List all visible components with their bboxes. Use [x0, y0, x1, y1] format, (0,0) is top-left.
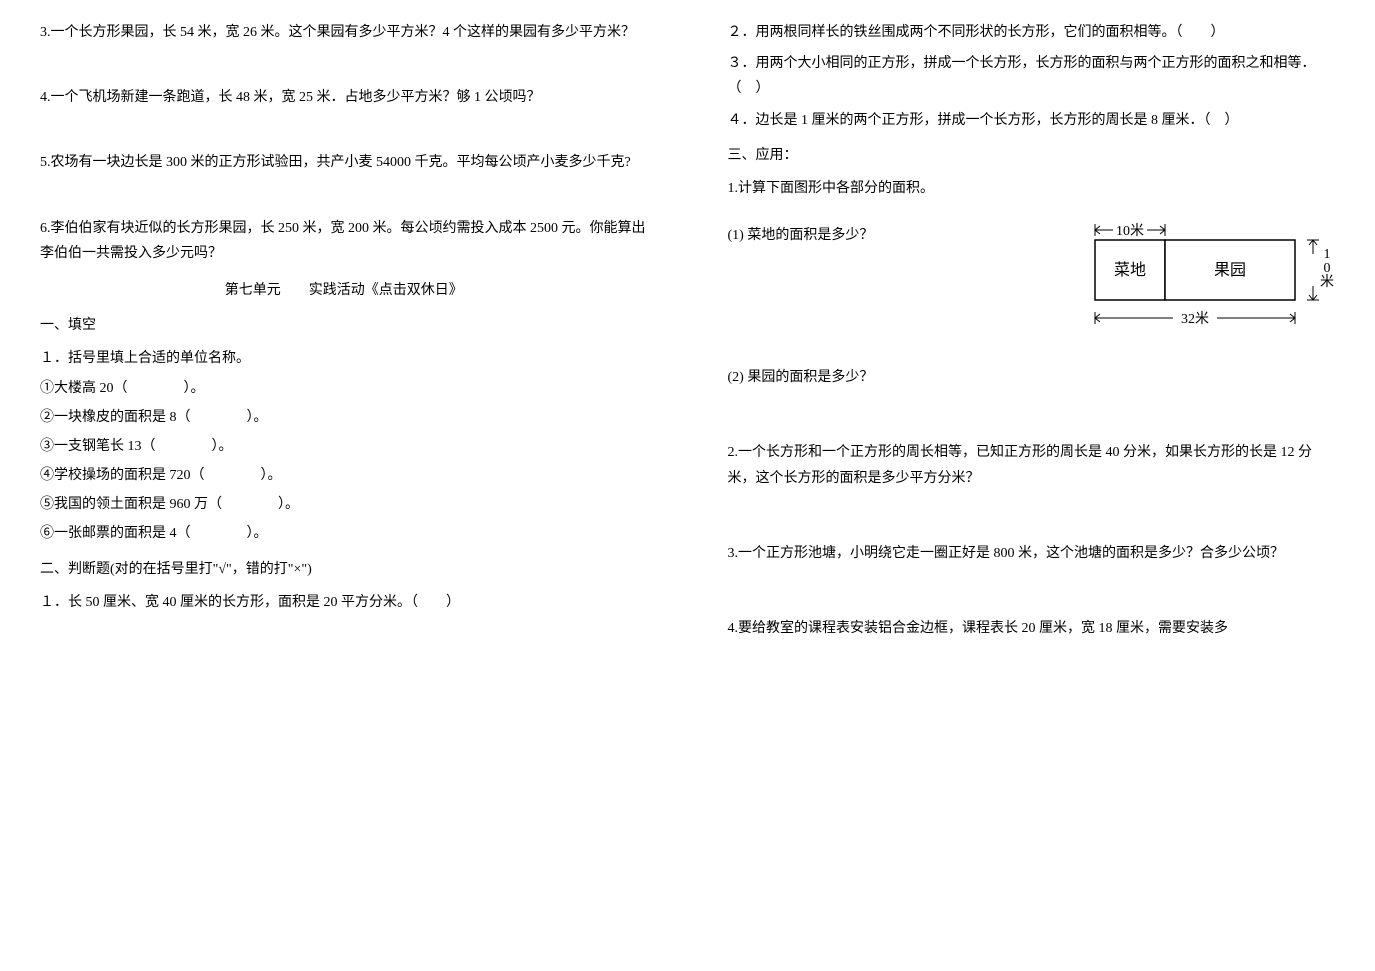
svg-text:10米: 10米: [1116, 223, 1144, 239]
fill-item-4: ④学校操场的面积是 720（ ）。: [40, 463, 648, 488]
app-2: 2.一个长方形和一个正方形的周长相等，已知正方形的周长是 40 分米，如果长方形…: [728, 440, 1336, 490]
problem-4: 4.一个飞机场新建一条跑道，长 48 米，宽 25 米．占地多少平方米？够 1 …: [40, 85, 648, 110]
svg-text:1: 1: [1324, 247, 1331, 262]
app-4: 4.要给教室的课程表安装铝合金边框，课程表长 20 厘米，宽 18 厘米，需要安…: [728, 616, 1336, 641]
judge-heading: 二、判断题(对的在括号里打"√"，错的打"×"): [40, 557, 648, 582]
diagram-row: (1) 菜地的面积是多少？ 10米菜地果园10米32米: [728, 205, 1336, 345]
fill-item-2: ②一块橡皮的面积是 8（ ）。: [40, 405, 648, 430]
judge-1: １．长 50 厘米、宽 40 厘米的长方形，面积是 20 平方分米。（ ）: [40, 590, 648, 615]
fill-heading: 一、填空: [40, 313, 648, 338]
judge-3: ３．用两个大小相同的正方形，拼成一个长方形，长方形的面积与两个正方形的面积之和相…: [728, 51, 1336, 101]
right-column: ２．用两根同样长的铁丝围成两个不同形状的长方形，它们的面积相等。（ ） ３．用两…: [688, 20, 1375, 951]
left-column: 3.一个长方形果园，长 54 米，宽 26 米。这个果园有多少平方米？4 个这样…: [0, 20, 688, 951]
app-1-prompt: 1.计算下面图形中各部分的面积。: [728, 176, 1336, 201]
svg-text:32米: 32米: [1181, 311, 1209, 327]
problem-3: 3.一个长方形果园，长 54 米，宽 26 米。这个果园有多少平方米？4 个这样…: [40, 20, 648, 45]
fill-item-5: ⑤我国的领土面积是 960 万（ ）。: [40, 492, 648, 517]
app-heading: 三、应用：: [728, 143, 1336, 168]
judge-4: ４．边长是 1 厘米的两个正方形，拼成一个长方形，长方形的周长是 8 厘米．（ …: [728, 108, 1336, 133]
area-diagram: 10米菜地果园10米32米: [1075, 205, 1335, 345]
problem-6: 6.李伯伯家有块近似的长方形果园，长 250 米，宽 200 米。每公顷约需投入…: [40, 216, 648, 266]
app-3: 3.一个正方形池塘，小明绕它走一圈正好是 800 米，这个池塘的面积是多少？合多…: [728, 541, 1336, 566]
unit-title: 第七单元 实践活动《点击双休日》: [40, 278, 648, 303]
problem-5: 5.农场有一块边长是 300 米的正方形试验田，共产小麦 54000 千克。平均…: [40, 150, 648, 175]
judge-2: ２．用两根同样长的铁丝围成两个不同形状的长方形，它们的面积相等。（ ）: [728, 20, 1336, 45]
svg-text:果园: 果园: [1214, 262, 1246, 279]
app-1-sub1: (1) 菜地的面积是多少？: [728, 223, 1076, 248]
svg-text:菜地: 菜地: [1114, 261, 1146, 279]
svg-text:0: 0: [1324, 261, 1331, 276]
fill-prompt: １．括号里填上合适的单位名称。: [40, 346, 648, 371]
fill-item-6: ⑥一张邮票的面积是 4（ ）。: [40, 521, 648, 546]
fill-item-3: ③一支钢笔长 13（ ）。: [40, 434, 648, 459]
fill-item-1: ①大楼高 20（ ）。: [40, 376, 648, 401]
app-1-sub2: (2) 果园的面积是多少？: [728, 365, 1336, 390]
svg-text:米: 米: [1320, 274, 1334, 290]
